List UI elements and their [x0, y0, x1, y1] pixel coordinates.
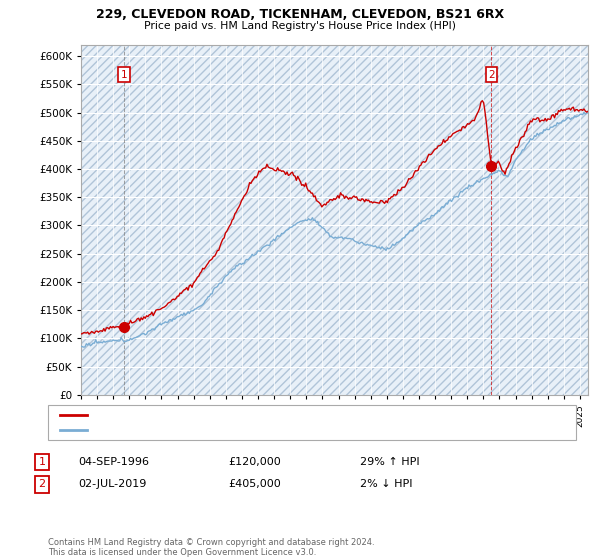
Text: £405,000: £405,000 [228, 479, 281, 489]
Text: 02-JUL-2019: 02-JUL-2019 [78, 479, 146, 489]
Text: Contains HM Land Registry data © Crown copyright and database right 2024.
This d: Contains HM Land Registry data © Crown c… [48, 538, 374, 557]
Text: 2: 2 [38, 479, 46, 489]
Text: 229, CLEVEDON ROAD, TICKENHAM, CLEVEDON, BS21 6RX: 229, CLEVEDON ROAD, TICKENHAM, CLEVEDON,… [96, 8, 504, 21]
Text: Price paid vs. HM Land Registry's House Price Index (HPI): Price paid vs. HM Land Registry's House … [144, 21, 456, 31]
Text: 229, CLEVEDON ROAD, TICKENHAM, CLEVEDON, BS21 6RX (detached house): 229, CLEVEDON ROAD, TICKENHAM, CLEVEDON,… [93, 409, 478, 419]
Text: £120,000: £120,000 [228, 457, 281, 467]
Text: 1: 1 [121, 69, 127, 80]
Text: 29% ↑ HPI: 29% ↑ HPI [360, 457, 419, 467]
Text: 1: 1 [38, 457, 46, 467]
Text: 2: 2 [488, 69, 495, 80]
Text: 2% ↓ HPI: 2% ↓ HPI [360, 479, 413, 489]
Text: 04-SEP-1996: 04-SEP-1996 [78, 457, 149, 467]
Text: HPI: Average price, detached house, North Somerset: HPI: Average price, detached house, Nort… [93, 425, 356, 435]
